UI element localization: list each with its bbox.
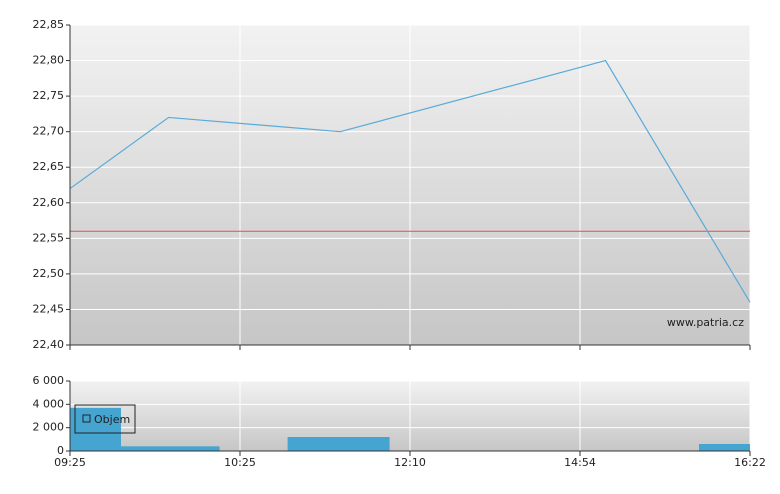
x-tick-label: 14:54 [564, 456, 596, 469]
x-tick-label: 16:22 [734, 456, 766, 469]
y-tick-label: 22,65 [33, 160, 65, 173]
y-tick-label: 22,75 [33, 89, 65, 102]
y-tick-label: 22,50 [33, 267, 65, 280]
y-tick-label: 22,60 [33, 196, 65, 209]
legend-swatch [82, 414, 91, 423]
x-tick-label: 09:25 [54, 456, 86, 469]
bar [70, 407, 121, 451]
y-tick-label: 22,80 [33, 54, 65, 67]
bar [699, 444, 750, 451]
x-tick-label: 10:25 [224, 456, 256, 469]
legend-label: Objem [94, 413, 130, 426]
y-tick-label: 22,85 [33, 18, 65, 31]
y-tick-label: 4 000 [33, 397, 65, 410]
price-line [69, 59, 751, 303]
y-tick-label: 22,45 [33, 302, 65, 315]
y-tick-label: 22,55 [33, 231, 65, 244]
y-tick-label: 22,70 [33, 125, 65, 138]
y-tick-label: 22,40 [33, 338, 65, 351]
bar [121, 446, 220, 451]
legend-box [74, 404, 136, 434]
bar [287, 437, 390, 451]
y-tick-label: 2 000 [33, 421, 65, 434]
x-tick-label: 12:10 [394, 456, 426, 469]
watermark: www.patria.cz [667, 316, 744, 329]
y-tick-label: 6 000 [33, 374, 65, 387]
y-tick-label: 0 [57, 444, 64, 457]
